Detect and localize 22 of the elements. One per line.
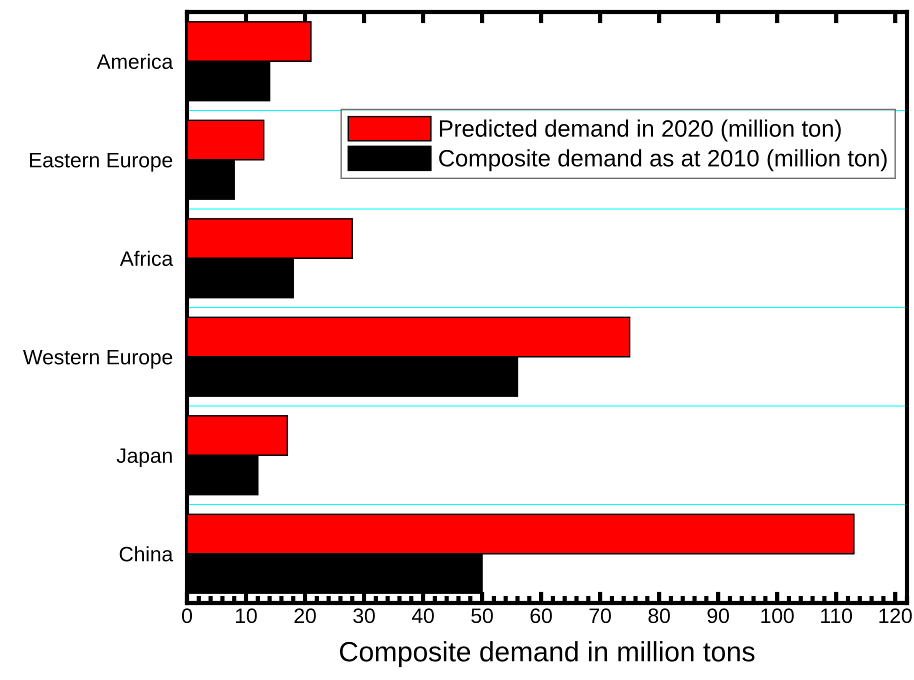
- x-tick-label: 10: [236, 608, 257, 624]
- x-tick-label: 0: [182, 608, 192, 624]
- y-tick-label: Japan: [116, 448, 172, 468]
- x-tick-label: 60: [530, 608, 552, 624]
- x-tick-label: 30: [353, 608, 375, 624]
- x-tick-label: 110: [821, 608, 852, 624]
- legend-label: Composite demand as at 2010 (million ton): [439, 149, 887, 172]
- x-tick-label: 50: [471, 608, 493, 624]
- y-tick-label: Africa: [120, 250, 174, 266]
- y-tick-label: Western Europe: [23, 350, 172, 369]
- x-tick-label: 20: [294, 608, 316, 624]
- x-tick-label: 120: [879, 608, 912, 624]
- x-tick-label: 40: [412, 608, 434, 624]
- y-tick-label: China: [120, 546, 174, 562]
- x-tick-label: 90: [708, 608, 729, 624]
- x-tick-label: 80: [648, 608, 670, 624]
- x-tick-label: 70: [590, 608, 611, 624]
- y-tick-label: America: [96, 54, 174, 70]
- x-tick-label: 100: [761, 608, 794, 624]
- x-axis-title: Composite demand in million tons: [340, 641, 754, 668]
- legend-label: Predicted demand in 2020 (million ton): [440, 120, 841, 142]
- y-tick-label: Eastern Europe: [30, 152, 172, 172]
